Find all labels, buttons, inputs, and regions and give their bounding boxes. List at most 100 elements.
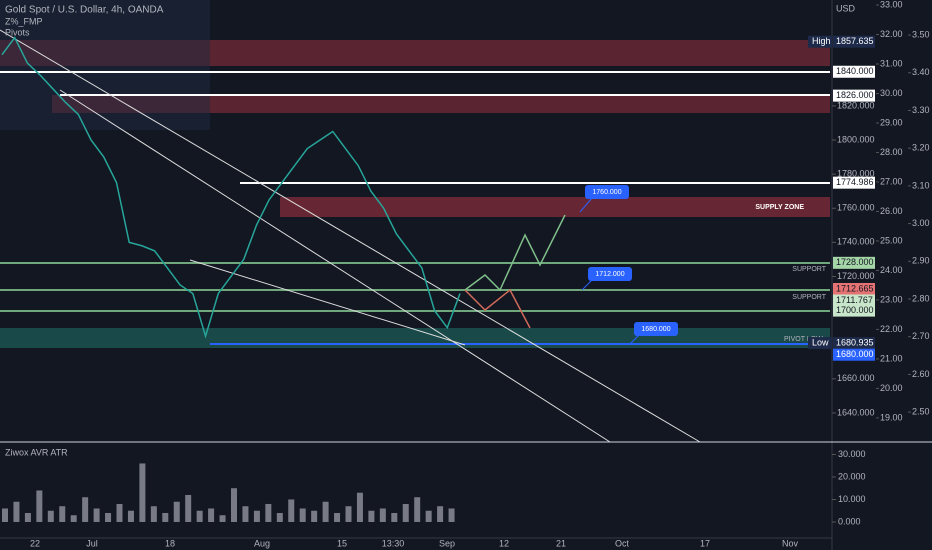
atr-bar — [425, 510, 432, 522]
y-tick-label: 1740.000 — [837, 237, 875, 247]
y-tick-label: 3.40 — [912, 67, 930, 77]
price-tag-label: 1700.000 — [836, 305, 874, 315]
price-tag-label: 1840.000 — [836, 66, 874, 76]
atr-bar — [299, 508, 306, 522]
price-tag — [833, 337, 875, 350]
price-tag — [833, 256, 875, 269]
y-tick-label: 2.80 — [912, 293, 930, 303]
atr-bar — [185, 494, 192, 522]
y-tick-label: 28.00 — [880, 147, 903, 157]
atr-bar — [36, 490, 43, 522]
callout — [585, 185, 629, 199]
atr-bar — [82, 497, 89, 522]
symbol: Gold Spot / U.S. Dollar, 4h, OANDA — [5, 5, 164, 16]
atr-bar — [196, 510, 203, 522]
y-tick-label: 25.00 — [880, 235, 903, 245]
annotation: SUPPLY ZONE — [755, 204, 804, 211]
unit: USD — [836, 3, 856, 13]
y-tick-label: 23.00 — [880, 294, 903, 304]
atr-bar — [24, 512, 31, 522]
price-tag-label: 1680.935 — [836, 337, 874, 347]
callout-pointer — [581, 279, 593, 291]
y-tick-label: 32.00 — [880, 29, 903, 39]
y-tick-label: 20.000 — [838, 471, 866, 481]
callout-label: 1680.000 — [641, 326, 670, 333]
y-tick-label: 2.50 — [912, 406, 930, 416]
x-tick-label: 17 — [700, 538, 710, 548]
price-tag — [833, 89, 875, 102]
bear-path — [464, 288, 531, 329]
atr-bar — [139, 463, 146, 522]
atr-bar — [208, 508, 215, 522]
x-tick-label: 18 — [165, 538, 175, 548]
bull-path — [464, 214, 566, 292]
y-tick-label: 3.20 — [912, 143, 930, 153]
x-tick-label: 22 — [30, 538, 40, 548]
callout-label: 1760.000 — [592, 189, 621, 196]
y-tick-label: 3.00 — [912, 218, 930, 228]
tag-name: Low — [812, 337, 829, 347]
atr-bar — [93, 508, 100, 522]
price-tag — [833, 176, 875, 189]
price-tag-label: 1712.665 — [836, 283, 874, 293]
annotation: SUPPORT — [792, 294, 826, 301]
atr-bar — [162, 512, 169, 522]
atr-bar — [276, 512, 283, 522]
atr-bar — [402, 503, 409, 522]
y-tick-label: 2.60 — [912, 369, 930, 379]
y-tick-label: 2.70 — [912, 331, 930, 341]
atr-bar — [356, 492, 363, 522]
trend-line — [189, 259, 466, 346]
annotation: SUPPORT — [792, 266, 826, 273]
price-tag — [833, 304, 875, 317]
callout-pointer — [579, 197, 593, 213]
x-tick-label: Nov — [782, 538, 799, 548]
x-tick-label: Oct — [615, 538, 630, 548]
y-tick-label: 30.000 — [838, 449, 866, 459]
price-tag-label: 1774.986 — [836, 177, 874, 187]
y-tick-label: 24.00 — [880, 265, 903, 275]
price-tag-label: 1728.000 — [836, 257, 874, 267]
price-tag-label: 1857.635 — [836, 36, 874, 46]
resistance-zone — [52, 95, 830, 113]
atr-bar — [437, 506, 444, 522]
x-tick-label: Sep — [439, 538, 455, 548]
trend-line — [0, 29, 701, 443]
tag-name-box — [808, 35, 832, 48]
shade — [0, 0, 210, 130]
price-line — [1, 36, 461, 339]
y-tick-label: 1820.000 — [837, 100, 875, 110]
atr-bar — [2, 508, 8, 522]
x-tick-label: 13:30 — [382, 538, 405, 548]
y-tick-label: 31.00 — [880, 58, 903, 68]
atr-bar — [345, 506, 352, 522]
price-tag — [833, 348, 875, 361]
tag-name: High — [812, 36, 831, 46]
atr-bar — [70, 515, 77, 522]
price-tag — [833, 65, 875, 78]
atr-bar — [242, 506, 249, 522]
callout-label: 1712.000 — [595, 271, 624, 278]
atr-bar — [414, 497, 421, 522]
y-tick-label: 20.00 — [880, 383, 903, 393]
x-tick-label: Aug — [254, 538, 270, 548]
x-tick-label: Jul — [86, 538, 98, 548]
y-tick-label: 21.00 — [880, 353, 903, 363]
y-tick-label: 30.00 — [880, 88, 903, 98]
y-tick-label: 1640.000 — [837, 407, 875, 417]
atr-bar — [13, 501, 20, 522]
x-tick-label: 21 — [556, 538, 566, 548]
y-tick-label: 0.000 — [838, 516, 861, 526]
y-tick-label: 3.50 — [912, 29, 930, 39]
atr-bar — [311, 510, 318, 522]
atr-bar — [288, 499, 295, 522]
price-tag — [833, 282, 875, 295]
tag-name-box — [808, 337, 832, 350]
y-tick-label: 1660.000 — [837, 373, 875, 383]
atr-bar — [173, 501, 180, 522]
y-tick-label: 1720.000 — [837, 271, 875, 281]
y-tick-label: 3.10 — [912, 180, 930, 190]
y-tick-label: 27.00 — [880, 176, 903, 186]
